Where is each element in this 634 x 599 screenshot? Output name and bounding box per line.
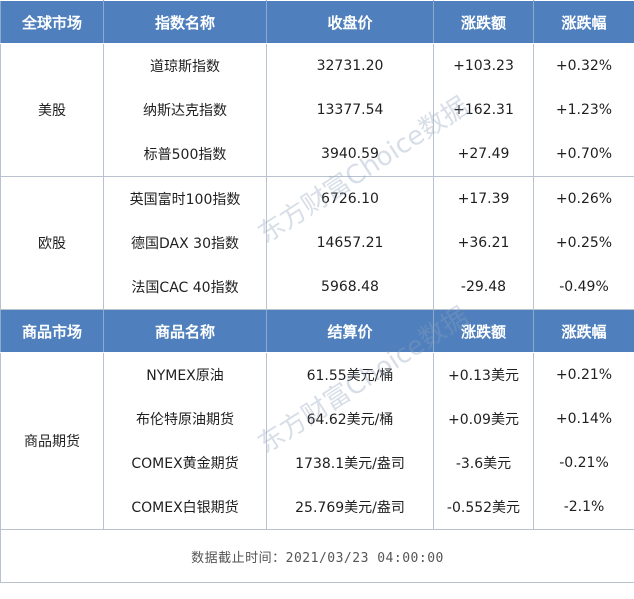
header-index-name: 指数名称 xyxy=(103,0,267,44)
change-pct: -0.49% xyxy=(533,265,634,310)
change: +0.13美元 xyxy=(433,352,534,397)
change-pct: +0.21% xyxy=(533,352,634,397)
close-price: 6726.10 xyxy=(266,176,434,221)
table-row: 法国CAC 40指数 5968.48 -29.48 -0.49% xyxy=(1,265,634,310)
change: +103.23 xyxy=(433,43,534,88)
index-name: 英国富时100指数 xyxy=(103,176,267,221)
index-name: 德国DAX 30指数 xyxy=(103,221,267,265)
change: +162.31 xyxy=(433,88,534,132)
index-name: 法国CAC 40指数 xyxy=(103,265,267,310)
header-change-pct: 涨跌幅 xyxy=(533,0,634,44)
close-price: 14657.21 xyxy=(266,221,434,265)
change-pct: +0.32% xyxy=(533,43,634,88)
table-row: 德国DAX 30指数 14657.21 +36.21 +0.25% xyxy=(1,221,634,265)
change-pct: +0.14% xyxy=(533,397,634,441)
index-name: 标普500指数 xyxy=(103,132,267,177)
header-commodity-name: 商品名称 xyxy=(103,309,267,353)
change-pct: +1.23% xyxy=(533,88,634,132)
change-pct: -0.21% xyxy=(533,441,634,485)
header-change: 涨跌额 xyxy=(433,0,534,44)
commodity-name: 布伦特原油期货 xyxy=(103,397,267,441)
change-pct: +0.70% xyxy=(533,132,634,177)
close-price: 3940.59 xyxy=(266,132,434,177)
index-name: 纳斯达克指数 xyxy=(103,88,267,132)
close-price: 32731.20 xyxy=(266,43,434,88)
header-commodity-market: 商品市场 xyxy=(0,309,104,353)
commodity-name: COMEX白银期货 xyxy=(103,485,267,530)
market-group-label: 商品期货 xyxy=(0,352,104,530)
header-market: 全球市场 xyxy=(0,0,104,44)
header-change-pct: 涨跌幅 xyxy=(533,309,634,353)
header-change: 涨跌额 xyxy=(433,309,534,353)
close-price: 13377.54 xyxy=(266,88,434,132)
change: +17.39 xyxy=(433,176,534,221)
market-group-label: 美股 xyxy=(0,43,104,177)
table-row: 布伦特原油期货 64.62美元/桶 +0.09美元 +0.14% xyxy=(1,397,634,441)
header-settle-price: 结算价 xyxy=(266,309,434,353)
table-row: 纳斯达克指数 13377.54 +162.31 +1.23% xyxy=(1,88,634,132)
header-close-price: 收盘价 xyxy=(266,0,434,44)
settle-price: 25.769美元/盎司 xyxy=(266,485,434,530)
table-row: 商品期货 NYMEX原油 61.55美元/桶 +0.13美元 +0.21% xyxy=(0,352,634,530)
index-name: 道琼斯指数 xyxy=(103,43,267,88)
change: +27.49 xyxy=(433,132,534,177)
change-pct: +0.26% xyxy=(533,176,634,221)
market-table: 全球市场 指数名称 收盘价 涨跌额 涨跌幅 美股 道琼斯指数 32731.20 … xyxy=(0,0,634,583)
section1-header-row: 全球市场 指数名称 收盘价 涨跌额 涨跌幅 xyxy=(0,0,634,44)
market-group-label: 欧股 xyxy=(0,176,104,310)
table-row: COMEX白银期货 25.769美元/盎司 -0.552美元 -2.1% xyxy=(1,485,634,530)
settle-price: 61.55美元/桶 xyxy=(266,352,434,397)
change: -29.48 xyxy=(433,265,534,310)
table-row: 美股 道琼斯指数 32731.20 +103.23 +0.32% xyxy=(0,43,634,177)
change: +36.21 xyxy=(433,221,534,265)
footer-row: 数据截止时间：2021/03/23 04:00:00 xyxy=(0,529,634,583)
commodity-name: NYMEX原油 xyxy=(103,352,267,397)
table-row: COMEX黄金期货 1738.1美元/盎司 -3.6美元 -0.21% xyxy=(1,441,634,485)
change: +0.09美元 xyxy=(433,397,534,441)
commodity-name: COMEX黄金期货 xyxy=(103,441,267,485)
change: -0.552美元 xyxy=(433,485,534,530)
change-pct: +0.25% xyxy=(533,221,634,265)
data-cutoff-time: 数据截止时间：2021/03/23 04:00:00 xyxy=(0,529,634,583)
settle-price: 64.62美元/桶 xyxy=(266,397,434,441)
change-pct: -2.1% xyxy=(533,485,634,530)
change: -3.6美元 xyxy=(433,441,534,485)
section2-header-row: 商品市场 商品名称 结算价 涨跌额 涨跌幅 xyxy=(0,309,634,353)
close-price: 5968.48 xyxy=(266,265,434,310)
table-row: 欧股 英国富时100指数 6726.10 +17.39 +0.26% xyxy=(0,176,634,310)
settle-price: 1738.1美元/盎司 xyxy=(266,441,434,485)
